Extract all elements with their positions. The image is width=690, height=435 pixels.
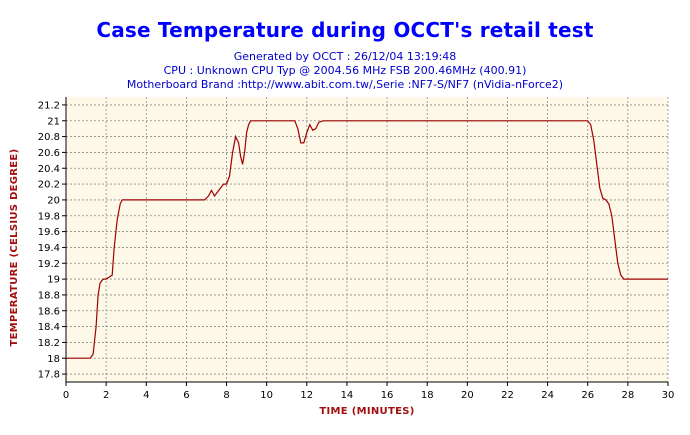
- y-tick-label: 21: [47, 116, 60, 127]
- x-tick-label: 8: [223, 390, 229, 401]
- y-tick-label: 18.6: [38, 306, 60, 317]
- y-tick-label: 19.4: [38, 243, 60, 254]
- y-tick-label: 20.2: [38, 180, 60, 191]
- temperature-series-line: [66, 120, 668, 359]
- y-tick-label: 20: [47, 195, 60, 206]
- y-tick-label: 19.6: [38, 227, 60, 238]
- chart-title: Case Temperature during OCCT's retail te…: [96, 18, 594, 42]
- y-tick-label: 19: [47, 275, 60, 286]
- x-tick-label: 10: [260, 390, 273, 401]
- x-tick-label: 20: [461, 390, 474, 401]
- y-tick-label: 18.8: [38, 290, 60, 301]
- x-tick-label: 12: [300, 390, 313, 401]
- y-tick-label: 18.2: [38, 338, 60, 349]
- x-tick-label: 30: [662, 390, 675, 401]
- y-tick-label: 18: [47, 354, 60, 365]
- x-tick-label: 16: [381, 390, 394, 401]
- y-tick-label: 21.2: [38, 100, 60, 111]
- x-tick-label: 6: [183, 390, 189, 401]
- x-tick-label: 24: [541, 390, 554, 401]
- x-tick-label: 14: [341, 390, 354, 401]
- x-tick-label: 0: [63, 390, 69, 401]
- y-tick-label: 20.4: [38, 164, 60, 175]
- cpu-info: CPU : Unknown CPU Typ @ 2004.56 MHz FSB …: [163, 64, 527, 77]
- generated-info: Generated by OCCT : 26/12/04 13:19:48: [233, 50, 457, 63]
- plot-area: [66, 97, 668, 382]
- y-tick-label: 20.6: [38, 148, 60, 159]
- x-tick-label: 18: [421, 390, 434, 401]
- y-tick-label: 17.8: [38, 370, 60, 381]
- y-tick-label: 19.8: [38, 211, 60, 222]
- x-tick-label: 26: [581, 390, 594, 401]
- x-tick-label: 22: [501, 390, 514, 401]
- x-tick-label: 2: [103, 390, 109, 401]
- y-axis-title: TEMPERATURE (CELSIUS DEGREE): [9, 149, 20, 347]
- x-tick-label: 28: [621, 390, 634, 401]
- motherboard-info: Motherboard Brand :http://www.abit.com.t…: [126, 78, 564, 91]
- y-tick-label: 20.8: [38, 132, 60, 143]
- y-tick-label: 19.2: [38, 259, 60, 270]
- x-axis-title: TIME (MINUTES): [319, 406, 414, 417]
- axis-ticks: 17.8 18 18.2 18.4 18.6 18.8 19 19.2 19.4 19.6 19.8…: [38, 100, 675, 401]
- x-tick-label: 4: [143, 390, 149, 401]
- y-tick-label: 18.4: [38, 322, 60, 333]
